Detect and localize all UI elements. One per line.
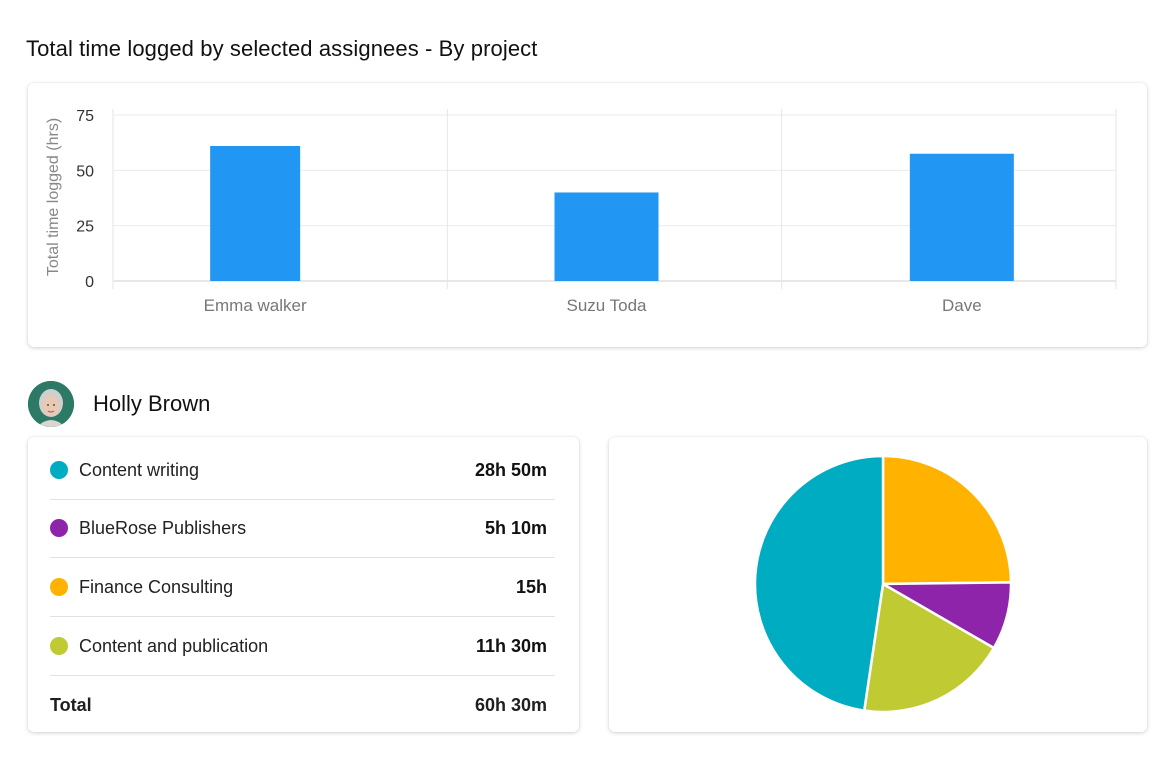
- project-list-card: Content writing 28h 50m BlueRose Publish…: [28, 437, 579, 732]
- x-tick-label: Suzu Toda: [566, 296, 647, 315]
- pie-chart-card: [609, 437, 1147, 732]
- project-time: 15h: [515, 576, 547, 597]
- bar: [554, 192, 659, 281]
- x-tick-label: Emma walker: [204, 296, 307, 315]
- pie-slice: [881, 454, 1013, 586]
- bar-chart-card: 0 25 50 75 Emma walker Suzu Toda Dave Total tim…: [28, 83, 1147, 347]
- legend-dot: [50, 637, 68, 655]
- y-axis-label: Total time logged (hrs): [45, 118, 62, 276]
- project-name: Content writing: [79, 459, 200, 480]
- page-title: Total time logged by selected assignees …: [26, 36, 538, 61]
- project-name: Content and publication: [79, 635, 269, 656]
- project-name: BlueRose Publishers: [79, 517, 247, 538]
- bar-chart: 0 25 50 75 Emma walker Suzu Toda Dave Total tim…: [45, 108, 1117, 315]
- user-name: Holly Brown: [93, 391, 211, 416]
- y-tick-label: 75: [76, 108, 94, 125]
- legend-dot: [50, 578, 68, 596]
- total-label: Total: [50, 694, 92, 715]
- legend-dot: [50, 519, 68, 537]
- pie-slice: [753, 454, 885, 713]
- bar: [909, 153, 1014, 281]
- y-tick-label: 0: [85, 274, 94, 291]
- project-time: 11h 30m: [475, 635, 547, 656]
- project-time: 5h 10m: [484, 517, 547, 538]
- list-item[interactable]: Content writing 28h 50m: [50, 441, 555, 500]
- total-row: Total 60h 30m: [50, 685, 555, 725]
- user-header: Holly Brown: [28, 381, 210, 427]
- list-item[interactable]: Finance Consulting 15h: [50, 558, 555, 617]
- bar: [210, 145, 301, 281]
- list-item[interactable]: Content and publication 11h 30m: [50, 617, 555, 676]
- pie-slice: [862, 581, 996, 714]
- legend-dot: [50, 461, 68, 479]
- pie-chart: [753, 454, 1013, 714]
- project-name: Finance Consulting: [79, 576, 234, 597]
- project-time: 28h 50m: [474, 459, 547, 480]
- list-item[interactable]: BlueRose Publishers 5h 10m: [50, 499, 555, 558]
- avatar[interactable]: [28, 381, 74, 427]
- total-value: 60h 30m: [474, 694, 547, 715]
- x-tick-label: Dave: [942, 296, 982, 315]
- y-tick-label: 50: [76, 163, 94, 180]
- y-tick-label: 25: [76, 219, 94, 236]
